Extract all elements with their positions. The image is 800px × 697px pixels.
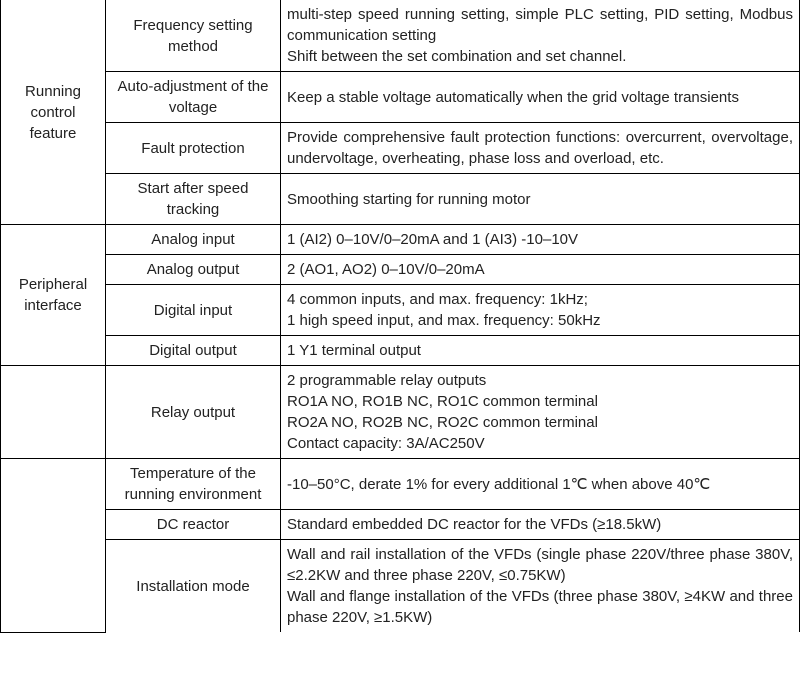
- category-cell: Running control feature: [1, 0, 106, 225]
- description-cell: Smoothing starting for running motor: [281, 174, 800, 225]
- spec-table-body: Running control featureFrequency setting…: [1, 0, 800, 632]
- subcategory-cell: Analog input: [106, 225, 281, 255]
- description-cell: Provide comprehensive fault protection f…: [281, 123, 800, 174]
- description-cell: 2 (AO1, AO2) 0–10V/0–20mA: [281, 255, 800, 285]
- subcategory-cell: Analog output: [106, 255, 281, 285]
- subcategory-cell: Digital output: [106, 336, 281, 366]
- category-cell: [1, 366, 106, 459]
- description-cell: 1 Y1 terminal output: [281, 336, 800, 366]
- table-row: Relay output2 programmable relay outputs…: [1, 366, 800, 459]
- subcategory-cell: Start after speed tracking: [106, 174, 281, 225]
- subcategory-cell: Installation mode: [106, 540, 281, 633]
- description-cell: 2 programmable relay outputs RO1A NO, RO…: [281, 366, 800, 459]
- table-row: DC reactorStandard embedded DC reactor f…: [1, 510, 800, 540]
- table-row: Auto-adjustment of the voltageKeep a sta…: [1, 72, 800, 123]
- table-row: Digital input4 common inputs, and max. f…: [1, 285, 800, 336]
- table-row: Digital output1 Y1 terminal output: [1, 336, 800, 366]
- description-cell: Standard embedded DC reactor for the VFD…: [281, 510, 800, 540]
- subcategory-cell: Temperature of the running environment: [106, 459, 281, 510]
- category-cell: Peripheral interface: [1, 225, 106, 366]
- table-row: Running control featureFrequency setting…: [1, 0, 800, 72]
- subcategory-cell: Fault protection: [106, 123, 281, 174]
- table-row: Installation modeWall and rail installat…: [1, 540, 800, 633]
- subcategory-cell: Relay output: [106, 366, 281, 459]
- table-row: Start after speed trackingSmoothing star…: [1, 174, 800, 225]
- table-row: Fault protectionProvide comprehensive fa…: [1, 123, 800, 174]
- subcategory-cell: Digital input: [106, 285, 281, 336]
- table-row: Analog output2 (AO1, AO2) 0–10V/0–20mA: [1, 255, 800, 285]
- category-cell: [1, 459, 106, 633]
- description-cell: Wall and rail installation of the VFDs (…: [281, 540, 800, 633]
- description-cell: Keep a stable voltage automatically when…: [281, 72, 800, 123]
- description-cell: 4 common inputs, and max. frequency: 1kH…: [281, 285, 800, 336]
- subcategory-cell: DC reactor: [106, 510, 281, 540]
- subcategory-cell: Auto-adjustment of the voltage: [106, 72, 281, 123]
- table-row: Temperature of the running environment-1…: [1, 459, 800, 510]
- table-row: Peripheral interfaceAnalog input1 (AI2) …: [1, 225, 800, 255]
- spec-table: Running control featureFrequency setting…: [0, 0, 800, 633]
- description-cell: 1 (AI2) 0–10V/0–20mA and 1 (AI3) -10–10V: [281, 225, 800, 255]
- description-cell: -10–50°C, derate 1% for every additional…: [281, 459, 800, 510]
- description-cell: multi-step speed running setting, simple…: [281, 0, 800, 72]
- subcategory-cell: Frequency setting method: [106, 0, 281, 72]
